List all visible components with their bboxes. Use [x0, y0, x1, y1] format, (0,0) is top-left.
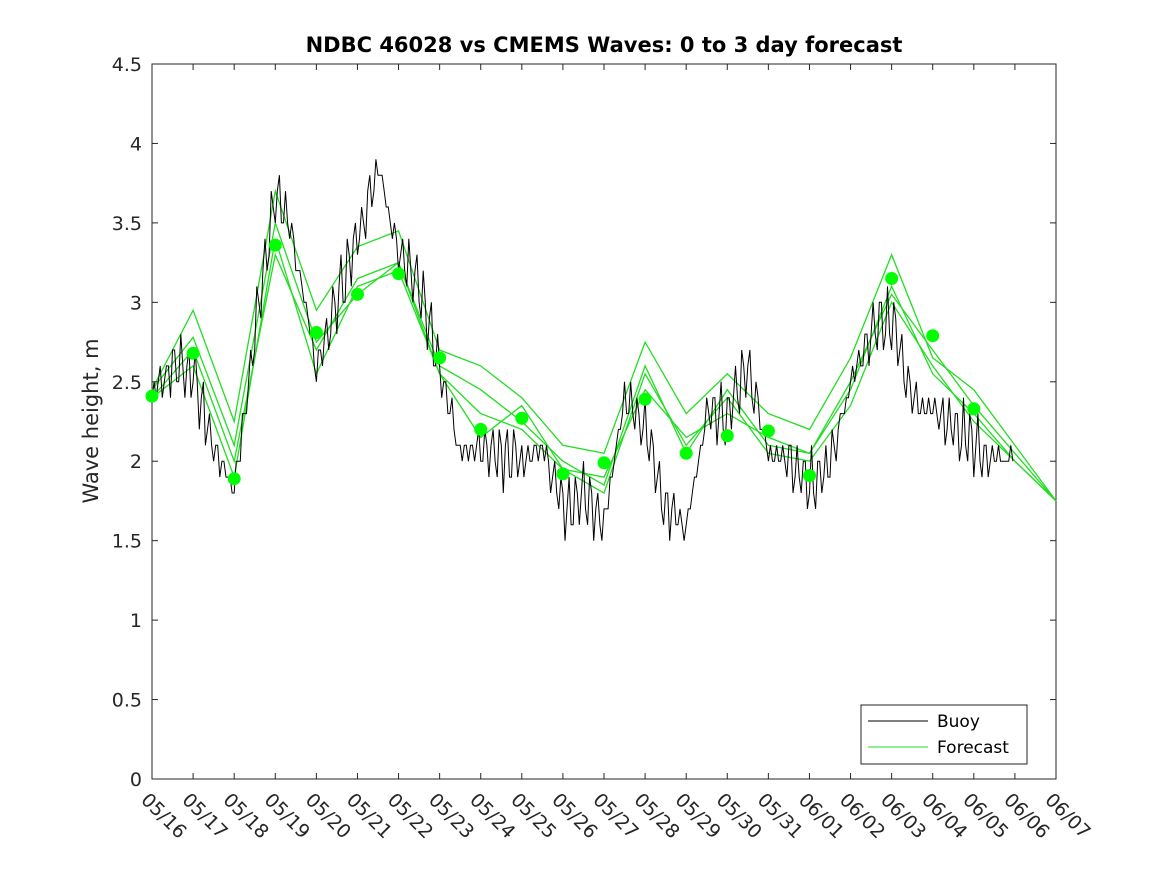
y-tick-label: 4 [130, 133, 142, 155]
forecast-point [433, 351, 447, 365]
forecast-run-line-1 [151, 220, 1057, 502]
y-tick-label: 3 [130, 292, 142, 314]
legend-label-buoy: Buoy [937, 712, 980, 732]
forecast-run-line-3 [151, 252, 1057, 502]
y-tick-label: 4.5 [112, 54, 142, 76]
forecast-point [720, 429, 734, 443]
legend: Buoy Forecast [860, 704, 1028, 765]
forecast-point [309, 326, 323, 339]
forecast-point [186, 346, 200, 360]
forecast-point [227, 472, 241, 486]
y-tick-label: 0.5 [112, 690, 142, 712]
forecast-point [268, 238, 282, 252]
y-tick-label: 2.5 [112, 372, 142, 394]
y-tick-label: 3.5 [112, 213, 142, 235]
y-tick-label: 2 [130, 451, 142, 473]
forecast-run-line-4 [151, 238, 1057, 502]
forecast-point [556, 467, 570, 481]
forecast-run-line-2 [151, 188, 1057, 502]
legend-box [860, 704, 1028, 765]
forecast-point [145, 389, 159, 403]
forecast-point [638, 392, 652, 406]
axes-box [151, 63, 1057, 780]
y-axis-label: Wave height, m [79, 338, 103, 503]
plot-area: 00.511.522.533.544.505/1605/1705/1805/19… [112, 54, 1095, 843]
forecast-point [515, 411, 529, 425]
chart-title: NDBC 46028 vs CMEMS Waves: 0 to 3 day fo… [306, 33, 903, 57]
forecast-point [803, 469, 816, 482]
forecast-point [761, 424, 775, 438]
y-tick-label: 0 [130, 769, 142, 791]
forecast-point [392, 267, 405, 281]
buoy-line [151, 159, 1014, 541]
y-tick-label: 1.5 [112, 531, 142, 553]
forecast-point [967, 402, 981, 416]
series-layer [145, 159, 1057, 541]
forecast-point [351, 287, 364, 301]
forecast-point [597, 456, 611, 470]
y-tick-label: 1 [130, 610, 142, 632]
forecast-point [679, 446, 693, 460]
forecast-point [926, 329, 940, 343]
legend-label-forecast: Forecast [937, 738, 1009, 758]
forecast-point [885, 272, 899, 285]
forecast-point [474, 422, 488, 436]
